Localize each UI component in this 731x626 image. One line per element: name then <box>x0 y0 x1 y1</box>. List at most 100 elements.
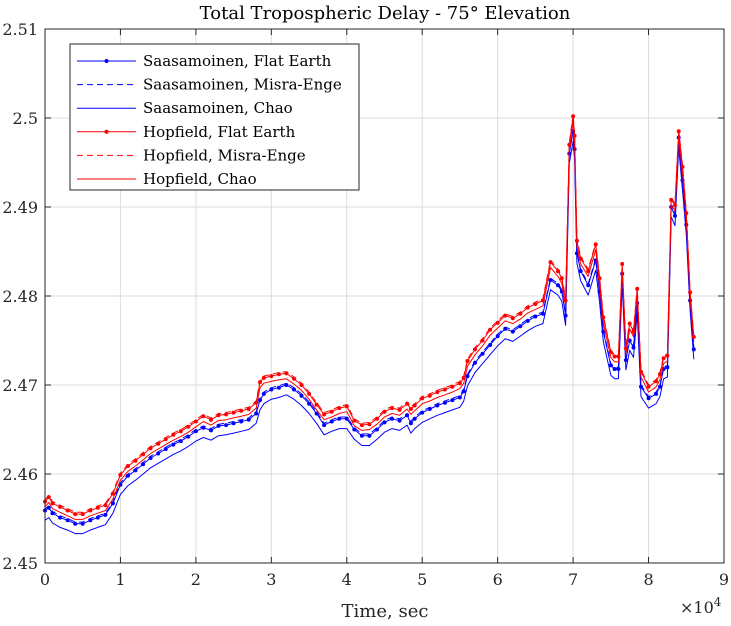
series-point <box>95 505 100 510</box>
series-point <box>608 363 613 368</box>
series-point <box>572 133 577 138</box>
series-point <box>58 515 63 520</box>
series-point <box>461 375 466 380</box>
series-point <box>635 286 640 291</box>
series-point <box>193 429 198 434</box>
series-point <box>397 418 402 423</box>
series-point <box>390 416 394 421</box>
series-point <box>450 398 455 403</box>
series-point <box>216 413 221 418</box>
series-point <box>608 350 613 355</box>
series-point <box>559 276 564 281</box>
series-point <box>329 409 334 414</box>
series-point <box>616 354 621 359</box>
series-point <box>163 447 168 452</box>
series-point <box>292 387 296 392</box>
series-point <box>578 256 583 261</box>
series-point <box>103 503 108 508</box>
series-point <box>442 387 447 392</box>
series-point <box>246 407 251 411</box>
legend-entry: Saasamoinen, Chao <box>77 99 293 117</box>
series-point <box>457 395 462 400</box>
x-axis-title: Time, sec <box>342 601 429 622</box>
series-point <box>597 276 602 281</box>
series-point <box>574 238 579 243</box>
series-point <box>133 458 138 463</box>
legend-box <box>69 43 360 191</box>
legend-entry: Hopfield, Chao <box>77 170 257 188</box>
legend-entries: Saasamoinen, Flat Earth Saasamoinen, Misr… <box>77 52 342 188</box>
x-exponent-power: 4 <box>714 595 722 609</box>
legend-entry: Saasamoinen, Flat Earth <box>77 52 332 70</box>
y-tick-label: 2.48 <box>2 287 38 306</box>
series-layer <box>43 113 696 535</box>
series-point <box>178 439 183 444</box>
series-point <box>548 278 553 282</box>
series-point <box>216 423 221 428</box>
series-point <box>639 384 643 389</box>
legend-entry: Hopfield, Flat Earth <box>77 123 296 141</box>
x-tick-label: 8 <box>643 570 653 589</box>
series-point <box>80 512 85 517</box>
series-point <box>665 365 670 370</box>
series-point <box>408 421 413 426</box>
series-point <box>224 412 229 417</box>
series-point <box>390 406 394 411</box>
legend-label: Hopfield, Misra-Enge <box>143 146 306 164</box>
x-tick-label: 7 <box>568 570 578 589</box>
series-point <box>299 393 304 398</box>
series-point <box>239 408 244 413</box>
y-tick-label: 2.47 <box>2 376 38 395</box>
series-point <box>261 375 266 380</box>
legend-entry: Hopfield, Misra-Enge <box>77 146 306 164</box>
series-point <box>616 367 621 371</box>
series-point <box>654 379 659 384</box>
series-point <box>465 374 470 379</box>
series-point <box>224 423 229 428</box>
series-point <box>110 501 115 506</box>
series-point <box>375 427 379 432</box>
legend-entry: Saasamoinen, Misra-Enge <box>77 76 342 94</box>
series-point <box>461 389 466 394</box>
series-point <box>435 390 440 395</box>
x-tick-label: 3 <box>266 570 276 589</box>
series-point <box>612 354 617 359</box>
y-tick-label: 2.45 <box>2 554 38 573</box>
series-point <box>586 269 591 274</box>
series-point <box>412 416 417 421</box>
series-point <box>254 400 259 405</box>
series-point <box>367 422 372 427</box>
series-point <box>639 369 643 374</box>
series-point <box>427 393 432 398</box>
series-point <box>367 433 372 438</box>
series-point <box>103 512 108 517</box>
y-tick-label: 2.46 <box>2 465 38 484</box>
series-point <box>673 213 677 218</box>
legend-label: Hopfield, Flat Earth <box>143 123 296 141</box>
series-point <box>359 423 364 428</box>
series-point <box>148 456 153 460</box>
series-point <box>631 329 636 334</box>
legend-marker <box>104 129 109 134</box>
series-point <box>691 334 696 339</box>
x-tick-label: 1 <box>115 570 125 589</box>
y-tick-label: 2.49 <box>2 198 38 217</box>
series-point <box>73 521 78 526</box>
series-point <box>141 452 146 457</box>
legend-label: Saasamoinen, Chao <box>143 99 293 117</box>
series-point <box>284 383 289 387</box>
series-point <box>314 411 319 416</box>
series-point <box>186 434 191 439</box>
series-point <box>261 391 266 396</box>
series-point <box>691 347 696 352</box>
series-point <box>533 302 538 306</box>
series-point <box>620 262 625 266</box>
series-point <box>231 410 236 415</box>
series-point <box>186 424 191 429</box>
series-point <box>457 381 462 386</box>
series-point <box>133 468 138 473</box>
series-point <box>258 380 262 385</box>
series-point <box>442 400 447 405</box>
series-point <box>88 508 93 513</box>
series-point <box>239 419 244 424</box>
